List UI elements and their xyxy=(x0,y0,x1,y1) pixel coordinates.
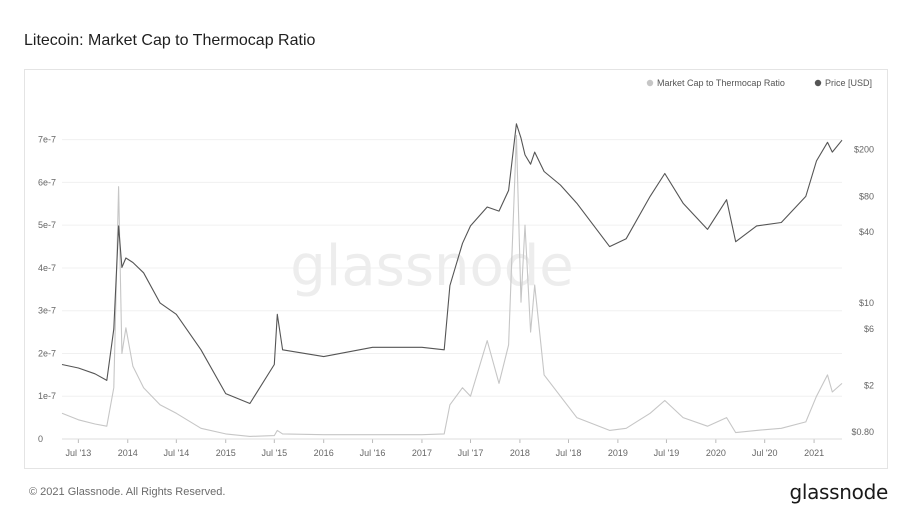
watermark-text: glassnode xyxy=(290,234,574,299)
y-left-tick-label: 6e-7 xyxy=(38,177,56,187)
legend[interactable]: Market Cap to Thermocap Ratio Price [USD] xyxy=(646,78,872,88)
x-tick-label: Jul '19 xyxy=(654,448,680,458)
price-series-line xyxy=(61,123,843,405)
legend-label: Price [USD] xyxy=(825,78,872,88)
grid xyxy=(62,139,842,440)
x-tick-label: Jul '17 xyxy=(458,448,484,458)
x-tick-label: 2017 xyxy=(412,448,432,458)
y-left-tick-label: 7e-7 xyxy=(38,135,56,145)
x-tick-label: 2014 xyxy=(118,448,138,458)
x-tick-label: Jul '16 xyxy=(360,448,386,458)
series-layer xyxy=(61,123,843,437)
y-right-tick-label: $0.80 xyxy=(851,427,874,437)
x-tick-label: Jul '15 xyxy=(261,448,287,458)
y-right-tick-label: $80 xyxy=(859,191,874,201)
x-tick-label: 2016 xyxy=(314,448,334,458)
y-right-tick-label: $6 xyxy=(864,324,874,334)
x-tick-label: 2019 xyxy=(608,448,628,458)
legend-swatch-icon xyxy=(646,79,654,87)
x-tick-label: Jul '14 xyxy=(163,448,189,458)
x-tick-label: 2021 xyxy=(804,448,824,458)
y-right-tick-label: $200 xyxy=(854,144,874,154)
legend-swatch-icon xyxy=(814,79,822,87)
legend-label: Market Cap to Thermocap Ratio xyxy=(657,78,785,88)
y-left-tick-label: 3e-7 xyxy=(38,306,56,316)
legend-item-price[interactable]: Price [USD] xyxy=(814,78,872,88)
x-tick-label: 2018 xyxy=(510,448,530,458)
x-tick-label: 2015 xyxy=(216,448,236,458)
axis-layer: 0 1e-7 2e-7 3e-7 4e-7 5e-7 6e-7 7e-7 $0.80 $2 $6 $1… xyxy=(38,135,874,458)
chart-frame xyxy=(24,69,888,469)
y-left-tick-label: 1e-7 xyxy=(38,391,56,401)
y-right-tick-label: $10 xyxy=(859,298,874,308)
legend-item-ratio[interactable]: Market Cap to Thermocap Ratio xyxy=(646,78,785,88)
y-left-tick-label: 0 xyxy=(38,434,43,444)
page-title: Litecoin: Market Cap to Thermocap Ratio xyxy=(24,32,316,49)
copyright-text: © 2021 Glassnode. All Rights Reserved. xyxy=(29,486,226,498)
x-tick-label: Jul '13 xyxy=(66,448,92,458)
ratio-series-line xyxy=(61,134,843,437)
y-left-tick-label: 4e-7 xyxy=(38,263,56,273)
y-left-tick-label: 5e-7 xyxy=(38,220,56,230)
x-tick-label: Jul '20 xyxy=(752,448,778,458)
x-tick-label: Jul '18 xyxy=(556,448,582,458)
y-right-tick-label: $2 xyxy=(864,380,874,390)
x-tick-label: 2020 xyxy=(706,448,726,458)
chart: glassnode 0 1e-7 2e-7 3e-7 4e-7 5e-7 6e-7 7e-7 $… xyxy=(38,78,874,458)
glassnode-logo[interactable]: glassnode xyxy=(789,480,888,504)
y-left-tick-label: 2e-7 xyxy=(38,348,56,358)
y-right-tick-label: $40 xyxy=(859,227,874,237)
